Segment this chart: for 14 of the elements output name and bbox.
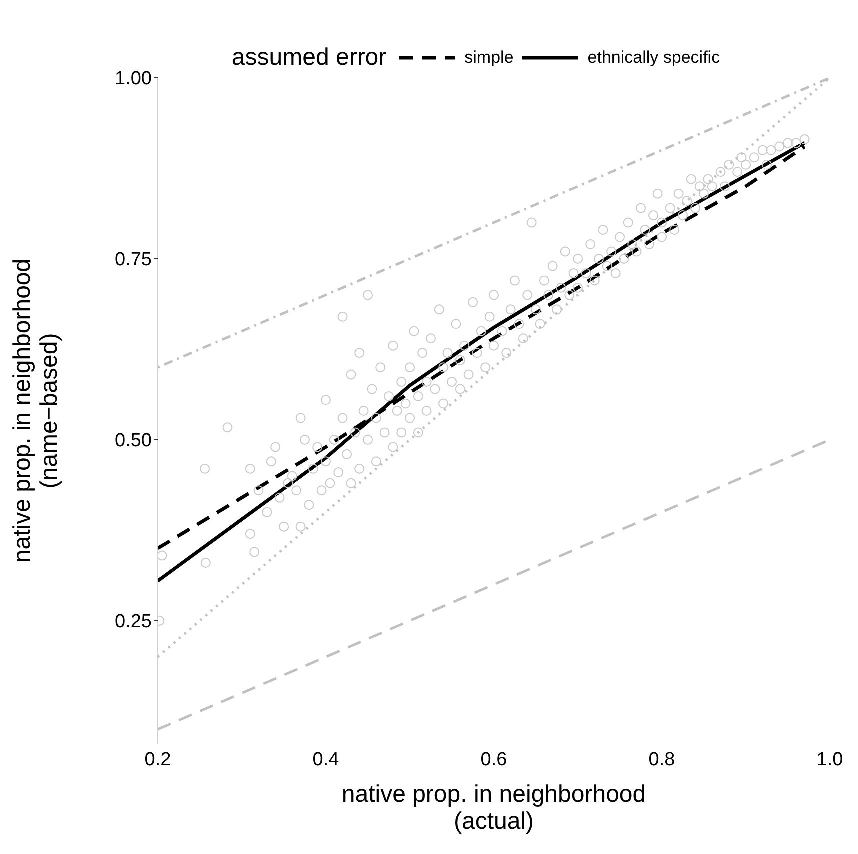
legend-title: assumed error [232, 44, 387, 72]
x-axis-title: native prop. in neighborhood (actual) [342, 781, 646, 835]
y-tick-label: 0.25 [115, 612, 152, 633]
x-tick-label: 0.6 [480, 749, 508, 770]
x-tick-label: 1.0 [816, 749, 844, 770]
legend-label: simple [464, 48, 514, 68]
x-tick-label: 0.8 [648, 749, 676, 770]
y-tick-label: 0.75 [115, 250, 152, 271]
x-tick-label: 0.4 [312, 749, 340, 770]
legend-label: ethnically specific [588, 48, 720, 68]
y-tick-label: 1.00 [115, 68, 152, 90]
y-axis-title: native prop. in neighborhood (name−based) [9, 258, 63, 564]
x-tick-label: 0.2 [144, 749, 172, 770]
y-tick-label: 0.50 [115, 430, 152, 452]
